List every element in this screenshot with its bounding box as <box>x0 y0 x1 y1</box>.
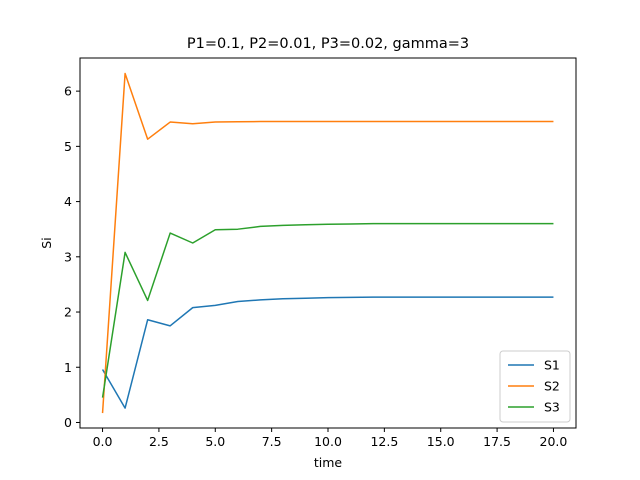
x-axis: 0.0 2.5 5.0 7.5 10.0 12.5 15.0 17.5 20.0 <box>93 428 568 449</box>
series-line-s2 <box>101 72 554 414</box>
y-tick-label: 6 <box>64 84 72 99</box>
x-tick-label: 2.5 <box>149 434 169 449</box>
chart-title: P1=0.1, P2=0.01, P3=0.02, gamma=3 <box>187 36 469 52</box>
legend-label: S1 <box>544 358 560 373</box>
y-tick-label: 4 <box>64 194 72 209</box>
legend-box <box>499 350 571 423</box>
x-tick-label: 0.0 <box>93 434 113 449</box>
legend: S1 S2 S3 <box>499 350 571 423</box>
x-tick-label: 17.5 <box>483 434 511 449</box>
series-line-s1 <box>101 296 554 409</box>
series-layer <box>101 72 554 414</box>
y-tick-label: 0 <box>64 415 72 430</box>
x-tick-label: 5.0 <box>205 434 225 449</box>
legend-label: S3 <box>544 400 560 415</box>
x-tick-label: 20.0 <box>540 434 568 449</box>
x-axis-label: time <box>314 455 343 470</box>
plot-area: 0.0 2.5 5.0 7.5 10.0 12.5 15.0 17.5 20.0 0 1 2 3 4 5 6 <box>64 57 577 449</box>
y-tick-label: 3 <box>64 249 72 264</box>
y-tick-label: 2 <box>64 305 72 320</box>
x-tick-label: 7.5 <box>262 434 282 449</box>
y-axis-label: Si <box>39 237 54 248</box>
y-tick-label: 5 <box>64 139 72 154</box>
x-tick-label: 15.0 <box>427 434 455 449</box>
legend-label: S2 <box>544 379 560 394</box>
series-line-s3 <box>101 222 554 398</box>
x-tick-label: 10.0 <box>314 434 342 449</box>
x-tick-label: 12.5 <box>370 434 398 449</box>
y-tick-label: 1 <box>64 360 72 375</box>
y-axis: 0 1 2 3 4 5 6 <box>64 84 80 430</box>
